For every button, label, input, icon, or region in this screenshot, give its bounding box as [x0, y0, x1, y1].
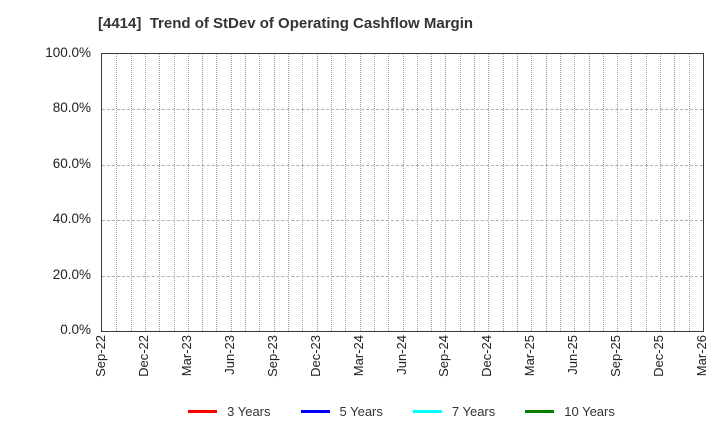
y-tick-label: 80.0%: [52, 100, 91, 116]
x-tick-label: Sep-22: [93, 335, 108, 377]
x-tick-label: Dec-25: [651, 335, 667, 377]
legend-label: 7 Years: [451, 404, 496, 419]
v-gridline: [130, 54, 132, 331]
x-tick-label: Dec-22: [135, 335, 151, 377]
x-tick-label: Mar-25: [522, 335, 538, 377]
legend: 3 Years 5 Years 7 Years 10 Years: [101, 404, 702, 419]
y-tick-label: 100.0%: [45, 45, 91, 60]
y-tick-label: 20.0%: [52, 266, 91, 282]
v-gridline: [459, 54, 461, 331]
y-tick-label: 60.0%: [52, 155, 91, 171]
h-gridline: [102, 164, 703, 166]
v-gridline: [559, 54, 561, 331]
v-gridline: [688, 54, 690, 331]
v-gridline: [516, 54, 518, 331]
v-gridline: [388, 54, 390, 331]
legend-item: 7 Years: [412, 404, 496, 419]
v-gridline: [359, 54, 361, 331]
chart-title: [4414] Trend of StDev of Operating Cashf…: [98, 15, 474, 32]
v-gridline: [660, 54, 662, 331]
v-gridline: [502, 54, 504, 331]
legend-line-swatch: [412, 410, 442, 413]
v-gridline: [230, 54, 232, 331]
h-gridline: [102, 109, 703, 111]
h-gridline: [102, 275, 703, 277]
v-gridline: [674, 54, 676, 331]
legend-label: 5 Years: [339, 404, 383, 419]
v-gridline: [187, 54, 189, 331]
v-gridline: [545, 54, 547, 331]
x-tick-label: Sep-23: [264, 335, 280, 377]
v-gridline: [202, 54, 204, 331]
v-gridline: [531, 54, 533, 331]
v-gridline: [445, 54, 447, 331]
y-tick-label: 40.0%: [52, 211, 91, 227]
h-gridline: [102, 220, 703, 222]
v-gridline: [159, 54, 161, 331]
v-gridline: [574, 54, 576, 331]
legend-label: 3 Years: [227, 404, 271, 419]
v-gridline: [373, 54, 375, 331]
legend-item: 3 Years: [188, 404, 271, 419]
v-gridline: [173, 54, 175, 331]
x-tick-label: Jun-25: [565, 335, 581, 375]
v-gridline: [588, 54, 590, 331]
v-gridline: [617, 54, 619, 331]
x-tick-label: Mar-26: [694, 335, 709, 377]
v-gridline: [116, 54, 118, 331]
v-gridline: [144, 54, 146, 331]
v-gridline: [245, 54, 247, 331]
v-gridline: [330, 54, 332, 331]
v-gridline: [474, 54, 476, 331]
v-gridline: [488, 54, 490, 331]
v-gridline: [216, 54, 218, 331]
x-tick-label: Jun-24: [393, 335, 409, 375]
v-gridline: [431, 54, 433, 331]
legend-item: 5 Years: [300, 404, 383, 419]
v-gridline: [316, 54, 318, 331]
v-gridline: [645, 54, 647, 331]
x-tick-label: Dec-24: [479, 335, 495, 377]
x-tick-label: Sep-25: [608, 335, 624, 377]
x-tick-label: Sep-24: [436, 335, 452, 377]
plot-area: [101, 53, 704, 332]
y-tick-label: 0.0%: [60, 322, 91, 337]
x-tick-label: Mar-23: [178, 335, 194, 377]
x-tick-label: Dec-23: [307, 335, 323, 377]
v-gridline: [273, 54, 275, 331]
legend-line-swatch: [300, 410, 330, 413]
v-gridline: [302, 54, 304, 331]
v-gridline: [345, 54, 347, 331]
legend-item: 10 Years: [525, 404, 615, 419]
legend-line-swatch: [525, 410, 555, 413]
x-tick-label: Mar-24: [350, 335, 366, 377]
v-gridline: [631, 54, 633, 331]
v-gridline: [402, 54, 404, 331]
legend-line-swatch: [188, 410, 218, 413]
legend-label: 10 Years: [564, 404, 615, 419]
v-gridline: [288, 54, 290, 331]
v-gridline: [602, 54, 604, 331]
v-gridline: [416, 54, 418, 331]
v-gridline: [259, 54, 261, 331]
x-tick-label: Jun-23: [221, 335, 237, 375]
